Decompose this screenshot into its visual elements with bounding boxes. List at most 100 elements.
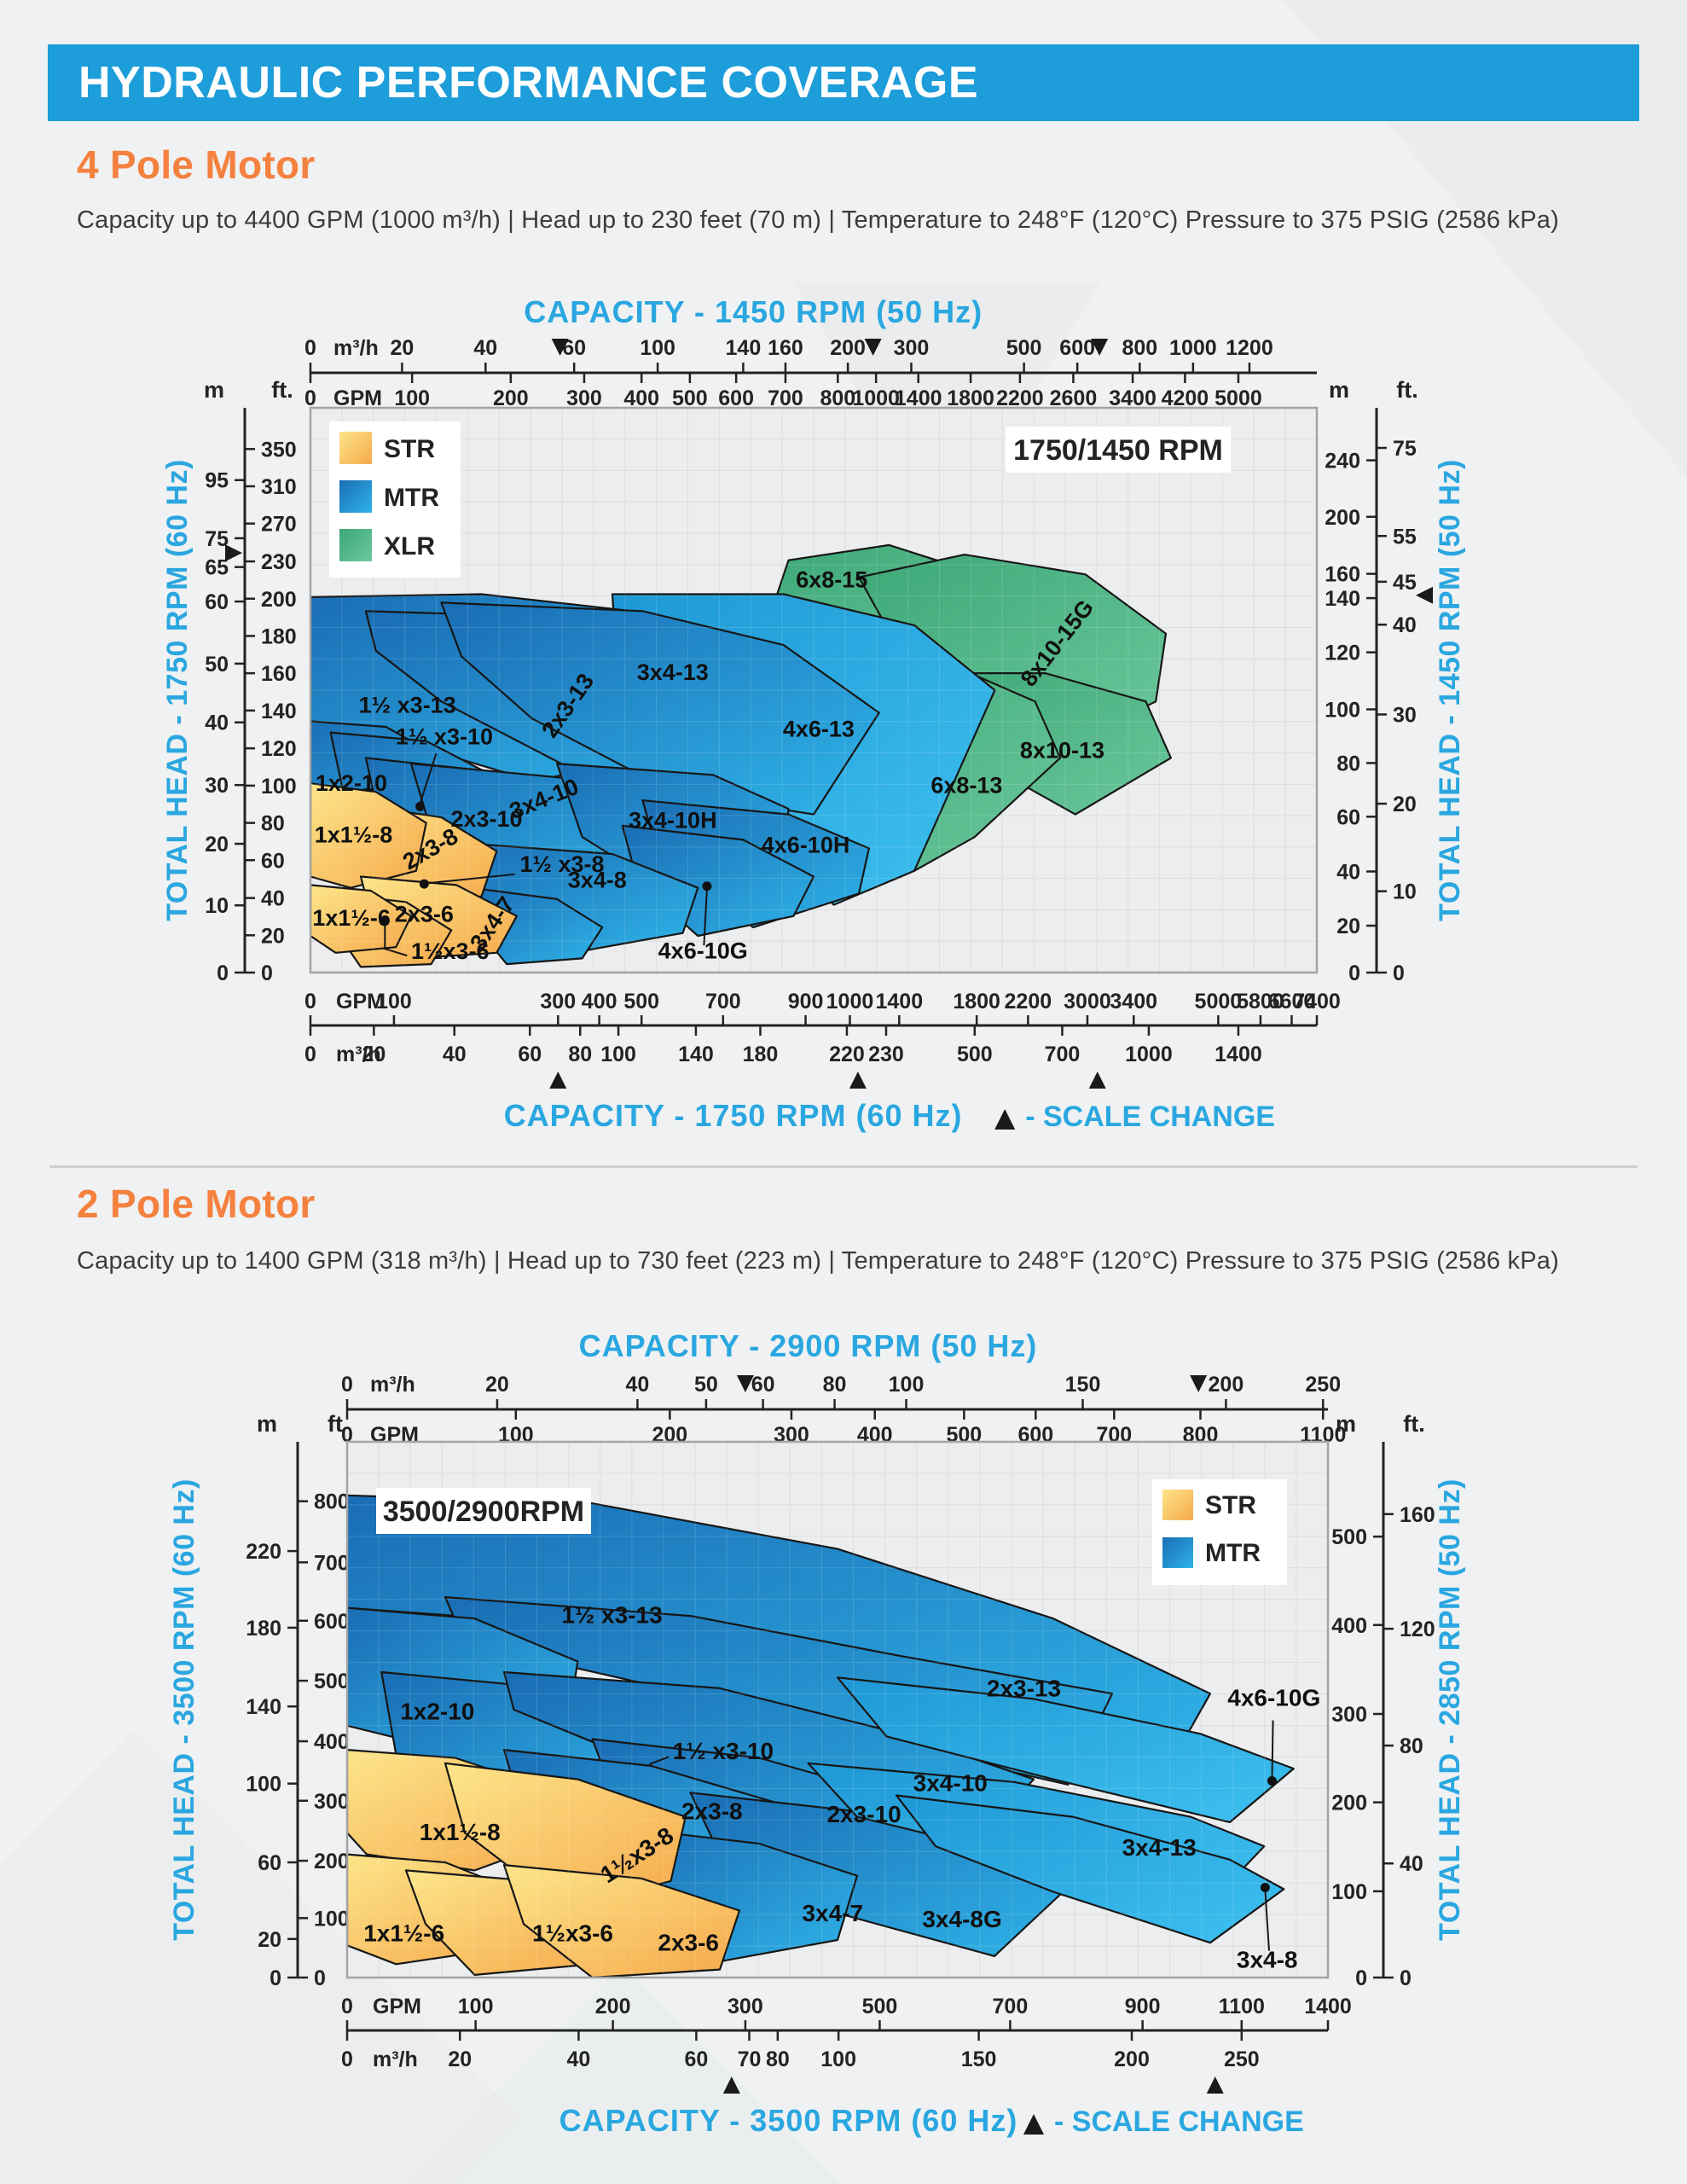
left-axis-outer-tick: 50: [205, 653, 229, 677]
top-axis-primary-tick: 0: [341, 1373, 353, 1397]
bottom-axis-secondary-tick: 70: [738, 2048, 762, 2071]
left-axis-outer-tick: 100: [246, 1773, 281, 1797]
top-axis-secondary-tick: 800: [820, 386, 855, 410]
chart-bottom-title: CAPACITY - 1750 RPM (60 Hz): [504, 1098, 963, 1133]
left-axis-inner-tick: 200: [261, 588, 297, 612]
left-axis-unit-outer: m: [204, 377, 224, 403]
left-axis-outer-tick: 65: [205, 556, 229, 580]
pump-leader-1½ x3-10: [419, 752, 438, 804]
hydraulic-coverage-2-pole: CAPACITY - 2900 RPM (50 Hz) 0 20 40 50 60 80 10…: [168, 1328, 1466, 2138]
top-axis-primary-tick: 500: [1006, 336, 1042, 360]
pump-leader-dot-3x4-8: [1260, 1882, 1270, 1892]
y-axis-title-right: TOTAL HEAD - 1450 RPM (50 Hz): [1434, 459, 1466, 921]
left-axis-inner-tick: 140: [261, 700, 297, 723]
left-axis-inner-tick: 800: [314, 1490, 350, 1514]
left-axis-inner-tick: 100: [261, 775, 297, 799]
section-heading-2-pole: 2 Pole Motor: [77, 1182, 316, 1226]
pump-label-1½ x3-10: 1½ x3-10: [396, 724, 493, 750]
header-bar: HYDRAULIC PERFORMANCE COVERAGE: [48, 44, 1639, 121]
bottom-axis-primary-tick: 900: [1125, 1995, 1161, 2018]
scale-change-marker: [1088, 1072, 1106, 1089]
top-axis-primary-tick: 800: [1122, 336, 1157, 360]
scale-change-marker: [722, 2077, 740, 2094]
pump-label-3x4-8: 3x4-8: [568, 868, 627, 893]
right-axis-inner-tick: 100: [1325, 699, 1360, 723]
pump-label-3x4-10: 3x4-10: [913, 1769, 988, 1796]
bottom-axis-primary-tick: 0: [341, 1995, 353, 2018]
scale-change-note: - SCALE CHANGE: [1054, 2106, 1304, 2138]
bottom-axis-primary-tick: 500: [862, 1995, 898, 2018]
top-axis-secondary-tick: 100: [394, 386, 430, 410]
right-axis-inner-tick: 0: [1355, 1966, 1367, 1990]
top-axis-primary-tick: 20: [390, 336, 414, 360]
top-axis-primary-tick: 40: [473, 336, 497, 360]
top-axis-secondary-tick: 200: [493, 386, 529, 410]
pump-label-3x4-8: 3x4-8: [1237, 1947, 1298, 1973]
left-axis-inner-tick: 60: [261, 849, 285, 873]
scale-change-marker: [1190, 1375, 1208, 1392]
scale-change-marker: [225, 544, 242, 562]
left-axis-inner-tick: 270: [261, 513, 297, 537]
section-subtitle-4-pole: Capacity up to 4400 GPM (1000 m³/h) | He…: [77, 206, 1559, 234]
bottom-axis-secondary-tick: 60: [684, 2048, 708, 2071]
bottom-axis-primary-tick: 5000: [1195, 990, 1243, 1014]
bottom-axis-secondary-unit: m³/h: [336, 1043, 381, 1066]
top-axis-primary-tick: 200: [830, 336, 866, 360]
right-axis-outer-tick: 20: [1393, 793, 1417, 816]
left-axis-outer-tick: 0: [217, 961, 229, 985]
pump-label-3x4-10H: 3x4-10H: [629, 808, 717, 834]
top-axis-primary-tick: 140: [726, 336, 762, 360]
left-axis-outer-tick: 20: [258, 1928, 281, 1952]
left-axis-inner-tick: 300: [314, 1790, 350, 1814]
left-axis-outer-tick: 0: [270, 1966, 281, 1990]
inset-rpm-label: 1750/1450 RPM: [1013, 434, 1223, 467]
left-axis-inner-tick: 80: [261, 812, 285, 836]
left-axis-outer-tick: 40: [205, 712, 229, 735]
top-axis-primary-unit: m³/h: [333, 336, 379, 360]
pump-label-4x6-13: 4x6-13: [783, 716, 855, 741]
right-axis-outer-tick: 55: [1393, 525, 1417, 549]
top-axis-secondary-tick: 400: [623, 386, 659, 410]
scale-change-marker: [849, 1072, 867, 1089]
right-axis-outer-tick: 30: [1393, 703, 1417, 727]
left-axis-outer-tick: 220: [246, 1540, 281, 1564]
top-axis-secondary-tick: 1400: [895, 386, 942, 410]
bottom-axis-secondary-tick: 500: [957, 1043, 993, 1066]
top-axis-primary-tick: 1000: [1169, 336, 1217, 360]
pump-leader-dot-4x6-10G: [702, 881, 712, 892]
pump-label-2x3-8: 2x3-8: [681, 1798, 743, 1825]
top-axis-secondary-tick: 0: [304, 386, 316, 410]
pump-label-1½ x3-13: 1½ x3-13: [359, 692, 456, 717]
bottom-axis-secondary-tick: 250: [1224, 2048, 1260, 2071]
y-axis-title-left: TOTAL HEAD - 1750 RPM (60 Hz): [161, 459, 194, 921]
chart-bottom-title: CAPACITY - 3500 RPM (60 Hz): [559, 2103, 1018, 2138]
left-axis-inner-tick: 180: [261, 624, 297, 648]
left-axis-outer-tick: 75: [205, 527, 229, 551]
pump-label-1½ x3-8: 1½ x3-8: [519, 851, 604, 877]
legend-label-XLR: XLR: [384, 532, 435, 561]
scale-change-note: - SCALE CHANGE: [1025, 1101, 1275, 1133]
bottom-axis-secondary-tick: 0: [341, 2048, 353, 2071]
bottom-axis-primary-tick: 500: [623, 990, 659, 1014]
top-axis-secondary-tick: 700: [768, 386, 803, 410]
top-axis-primary-tick: 0: [304, 336, 316, 360]
y-axis-title-right: TOTAL HEAD - 2850 RPM (50 Hz): [1434, 1478, 1466, 1941]
section-subtitle-2-pole: Capacity up to 1400 GPM (318 m³/h) | Hea…: [77, 1247, 1559, 1275]
top-axis-primary-tick: 150: [1065, 1373, 1101, 1397]
pump-label-1½x3-6: 1½x3-6: [411, 938, 490, 964]
top-axis-primary-tick: 600: [1059, 336, 1095, 360]
bottom-axis-primary-tick: 3000: [1064, 990, 1111, 1014]
bottom-axis-primary-tick: 0: [304, 990, 316, 1014]
pump-label-3x4-7: 3x4-7: [802, 1900, 863, 1926]
left-axis-inner-tick: 40: [261, 887, 285, 911]
left-axis-inner-tick: 400: [314, 1730, 350, 1754]
bottom-axis-primary-tick: 700: [705, 990, 741, 1014]
scale-change-marker: [994, 1109, 1016, 1130]
scale-change-marker: [1416, 586, 1433, 604]
scale-change-marker: [1091, 339, 1109, 356]
right-axis-outer-tick: 0: [1400, 1966, 1412, 1990]
bottom-axis-secondary-tick: 200: [1114, 2048, 1150, 2071]
bottom-axis-primary-tick: 100: [458, 1995, 494, 2018]
bottom-axis-primary-tick: 5800: [1237, 990, 1284, 1014]
left-axis-unit-inner: ft.: [271, 377, 293, 403]
